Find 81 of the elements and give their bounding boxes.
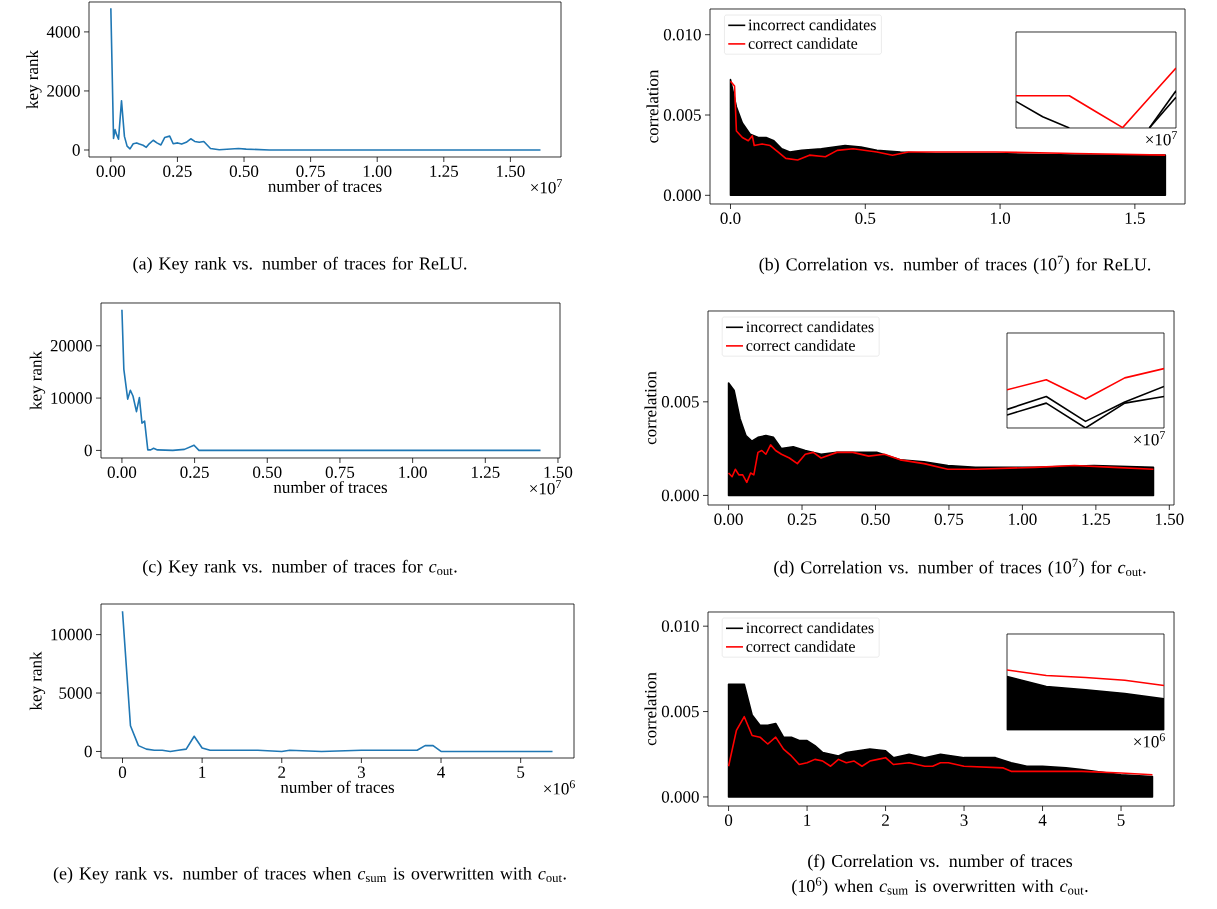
x-tick-label: 1.5	[1125, 212, 1145, 224]
x-tick-label: 1	[804, 814, 811, 826]
y-tick-label: 0.000	[663, 189, 701, 202]
legend-label: incorrect candidates	[746, 320, 874, 333]
text: (c) Key rank vs. number of traces for c$_{out}$.	[143, 559, 457, 577]
y-tick-label: 0.000	[661, 791, 699, 803]
y-tick-label: 0.000	[661, 489, 699, 502]
y-tick-label: 4000	[46, 26, 80, 38]
text: (b) Correlation vs. number of traces (10$^{7}$) for ReLU.	[759, 255, 1151, 275]
x-axis-title: number of traces	[268, 179, 382, 193]
x-tick-label: 0.25	[163, 165, 192, 178]
x-tick-label: 2	[882, 814, 889, 826]
x-tick-label: 1.50	[497, 165, 525, 178]
x-tick-label: 0.50	[253, 466, 282, 479]
text: (e) Key rank vs. number of traces when c$_{sum}$ is overwritten with c$_{out}$.	[53, 866, 566, 884]
x-tick-label: 4	[437, 766, 446, 778]
legend-label: incorrect candidates	[746, 621, 874, 634]
x-tick-label: 0.00	[96, 165, 126, 178]
x-tick-label: 0.75	[325, 466, 355, 479]
y-axis-title: correlation	[644, 371, 657, 445]
x-tick-label: 1.00	[399, 466, 427, 479]
y-tick-label: 0	[84, 444, 92, 457]
legend-label: correct candidate	[746, 339, 855, 351]
y-tick-label: 2000	[47, 85, 80, 97]
text: (d) Correlation vs. number of traces (10$^{7}$) for c$_{out}$.	[774, 558, 1146, 578]
y-axis-title: key rank	[29, 351, 46, 410]
annotation: ×10$^{7}$	[1134, 431, 1165, 446]
x-tick-label: 0	[118, 766, 127, 778]
y-tick-label: 10000	[51, 628, 92, 641]
legend-label: incorrect candidates	[748, 19, 876, 31]
x-tick-label: 0.00	[714, 513, 743, 526]
legend-label: correct candidate	[746, 640, 855, 652]
x-tick-label: 0.75	[934, 513, 964, 526]
x-tick-label: 0.0	[720, 212, 741, 225]
x-axis-title: number of traces	[280, 780, 395, 793]
text: ×10$^{7}$	[531, 179, 562, 194]
y-axis-title: key rank	[26, 50, 42, 109]
y-tick-label: 10000	[51, 392, 92, 404]
x-tick-label: 3	[960, 814, 968, 826]
x-tick-label: 1	[199, 766, 206, 778]
x-tick-label: 3	[357, 766, 365, 778]
legend-label: correct candidate	[748, 37, 858, 49]
y-tick-label: 0.005	[663, 109, 701, 121]
y-tick-label: 0	[84, 745, 92, 758]
y-tick-label: 0.010	[663, 28, 701, 41]
x-tick-label: 1.00	[1009, 513, 1037, 526]
x-tick-label: 0.5	[855, 212, 876, 225]
x-tick-label: 1.50	[544, 466, 573, 479]
x-tick-label: 0.50	[229, 165, 259, 178]
text: ×10$^{6}$	[544, 780, 575, 795]
x-tick-label: 1.0	[990, 212, 1011, 225]
text: ×10$^{7}$	[530, 480, 561, 495]
x-tick-label: 0.25	[787, 513, 817, 526]
x-tick-label: 1.25	[471, 466, 500, 478]
x-tick-label: 1.25	[1082, 513, 1111, 526]
y-tick-label: 0.005	[661, 396, 699, 408]
text: (a) Key rank vs. number of traces for ReLU.	[133, 256, 467, 274]
y-axis-title: correlation	[646, 69, 659, 143]
text: (f) Correlation vs. number of traces (10$^{6}$) when c$_{sum}$ is overwritten with c$_{out}$.	[792, 854, 1088, 896]
y-axis-title: correlation	[644, 672, 657, 746]
x-tick-label: 0.25	[180, 466, 209, 479]
x-tick-label: 2	[278, 766, 286, 778]
x-tick-label: 1.50	[1155, 513, 1184, 526]
x-tick-label: 0.75	[296, 165, 325, 178]
y-tick-label: 0.005	[661, 705, 699, 718]
y-tick-label: 0.010	[661, 620, 699, 632]
y-tick-label: 5000	[59, 687, 92, 699]
x-tick-label: 5	[517, 766, 525, 778]
x-axis-title: number of traces	[273, 480, 388, 494]
x-tick-label: 1.00	[363, 165, 392, 178]
x-tick-label: 5	[1117, 814, 1125, 826]
y-axis-title: key rank	[29, 651, 46, 711]
annotation: ×10$^{7}$	[1146, 131, 1177, 146]
x-tick-label: 1.25	[430, 165, 459, 177]
x-tick-label: 4	[1038, 814, 1047, 826]
annotation: ×10$^{6}$	[1134, 733, 1165, 748]
x-tick-label: 0.00	[107, 466, 137, 479]
x-tick-label: 0	[724, 814, 733, 826]
y-tick-label: 0	[72, 144, 80, 156]
x-tick-label: 0.50	[861, 513, 890, 526]
y-tick-label: 20000	[50, 340, 92, 352]
